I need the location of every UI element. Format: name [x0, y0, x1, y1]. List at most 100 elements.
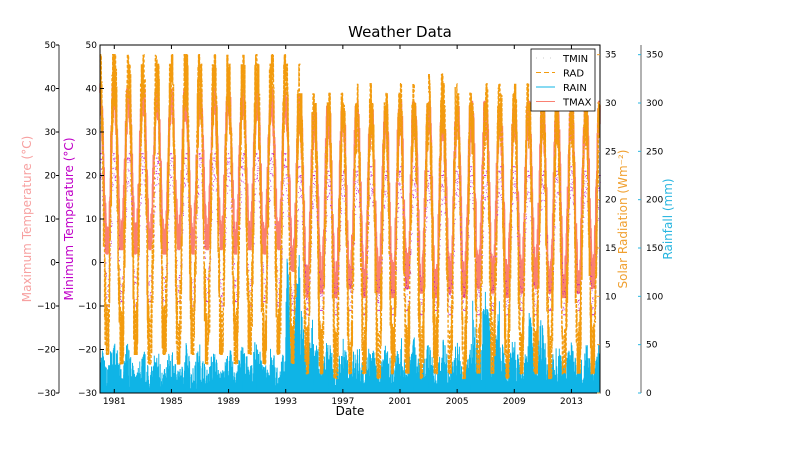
series-rad-1989 — [227, 63, 244, 365]
tmin-axis-tick-label: 20 — [86, 172, 98, 182]
series-rad-1992 — [270, 54, 287, 355]
x-tick-label: 2013 — [560, 397, 583, 407]
series-tmin-1997 — [342, 170, 358, 311]
x-tick-label: 2001 — [389, 397, 412, 407]
rad-axis-tick-label: 20 — [605, 196, 617, 206]
series-rad-1986 — [185, 54, 201, 355]
tmin-axis-tick-label: −30 — [78, 389, 97, 399]
series-rad-1990 — [242, 54, 258, 355]
series-rad-2012 — [556, 102, 573, 375]
x-tick-label: 1993 — [274, 397, 297, 407]
series-tmax-2013 — [570, 105, 587, 294]
rain-axis-tick-label: 250 — [646, 147, 663, 157]
tmax-axis-tick-label: 50 — [45, 41, 57, 51]
rain-axis-tick-label: 0 — [646, 389, 652, 399]
series-rain-1993 — [285, 255, 301, 393]
tmax-axis-tick-label: 40 — [45, 85, 57, 95]
series-rad-2004 — [442, 83, 458, 375]
legend-label-tmax: TMAX — [562, 98, 592, 109]
series-rad-1997 — [342, 102, 358, 375]
x-tick-label: 2009 — [503, 397, 526, 407]
rain-axis-tick-label: 150 — [646, 244, 663, 254]
series-rad-1981 — [113, 54, 130, 365]
series-rad-2006 — [470, 102, 487, 375]
series-rain-1983 — [142, 351, 158, 393]
series-rain-1992 — [270, 354, 287, 393]
series-rad-1991 — [256, 63, 273, 365]
tmax-axis-tick-label: 30 — [45, 128, 57, 138]
tmax-axis-tick-label: 20 — [45, 172, 57, 182]
series-rad-2002 — [413, 102, 430, 380]
x-tick-label: 2005 — [446, 397, 469, 407]
series-rad-1982 — [127, 63, 144, 355]
tmax-axis-tick-label: 0 — [50, 259, 56, 269]
tmin-axis-tick-label: −10 — [78, 302, 97, 312]
series-rad-1988 — [213, 54, 230, 355]
series-rad-1985 — [170, 54, 187, 365]
series-rad-2011 — [542, 92, 558, 380]
legend-label-rain: RAIN — [563, 83, 587, 94]
series-rain-1982 — [128, 350, 144, 393]
series-rad-2001 — [399, 83, 415, 375]
tmin-axis-tick-label: 50 — [86, 41, 98, 51]
tmin-axis-label: Minimum Temperature (°C) — [62, 138, 76, 301]
series-rad-1984 — [156, 63, 173, 355]
series-rad-1994 — [299, 92, 315, 375]
legend-label-rad: RAD — [563, 69, 584, 80]
rad-axis-tick-label: 35 — [605, 51, 616, 61]
x-tick-label: 1981 — [103, 397, 126, 407]
series-rain-1984 — [156, 353, 172, 393]
rad-axis-tick-label: 15 — [605, 244, 616, 254]
series-rad-2013 — [570, 93, 587, 374]
series-rad-1998 — [356, 83, 373, 375]
series-rain-1988 — [213, 354, 230, 393]
series-rain-1981 — [113, 343, 130, 393]
series-rad-1996 — [328, 92, 344, 380]
legend-label-tmin: TMIN — [562, 54, 588, 65]
series-tmin-2007 — [485, 170, 501, 311]
tmax-axis-tick-label: −10 — [37, 302, 56, 312]
series-rad-2007 — [485, 83, 501, 374]
rad-axis-tick-label: 30 — [605, 99, 617, 109]
rain-axis-tick-label: 350 — [646, 51, 663, 61]
tmax-axis-label: Maximum Temperature (°C) — [20, 136, 34, 303]
rain-axis-label: Rainfall (mm) — [661, 178, 675, 259]
series-rad-2009 — [513, 83, 530, 375]
x-tick-label: 1985 — [160, 397, 183, 407]
rain-axis-tick-label: 300 — [646, 99, 663, 109]
tmax-axis-tick-label: −30 — [37, 389, 56, 399]
chart-title: Weather Data — [348, 23, 452, 41]
tmin-axis-tick-label: −20 — [78, 346, 97, 356]
series-rad-1993 — [285, 63, 301, 365]
rain-axis-tick-label: 200 — [646, 196, 663, 206]
series-rain-2010 — [528, 313, 544, 393]
axes: 1981 1985 1989 1993 1997 2001 2005 2009 2013−30−… — [37, 41, 663, 407]
tmin-axis-tick-label: 40 — [86, 85, 98, 95]
x-tick-label: 1989 — [217, 397, 240, 407]
rad-axis-label: Solar Radiation (Wm⁻²) — [616, 150, 630, 289]
tmin-axis-tick-label: 0 — [91, 259, 97, 269]
series-rad-1983 — [142, 54, 158, 365]
legend: TMIN RAD RAIN TMAX — [530, 48, 596, 112]
x-axis-label: Date — [336, 404, 365, 418]
rad-axis-tick-label: 25 — [605, 147, 616, 157]
rain-axis-tick-label: 50 — [646, 341, 658, 351]
series-rad-1987 — [199, 63, 215, 365]
legend-box — [530, 48, 596, 112]
series-rad-2003 — [427, 73, 444, 375]
rad-axis-tick-label: 0 — [605, 389, 611, 399]
series-rad-2000 — [385, 92, 401, 375]
series-rad-1999 — [370, 102, 387, 380]
series-rad-1995 — [313, 102, 330, 375]
series-rad-1980 — [99, 54, 115, 355]
tmin-axis-tick-label: 10 — [86, 215, 98, 225]
series-rad-2008 — [499, 92, 515, 380]
rad-axis-tick-label: 10 — [605, 292, 617, 302]
rain-axis-tick-label: 100 — [646, 292, 663, 302]
series-rad-2010 — [527, 102, 544, 375]
tmax-axis-tick-label: −20 — [37, 346, 56, 356]
series-rad-2005 — [456, 92, 473, 380]
series-tmin-2006 — [471, 175, 487, 316]
tmax-axis-tick-label: 10 — [45, 215, 57, 225]
